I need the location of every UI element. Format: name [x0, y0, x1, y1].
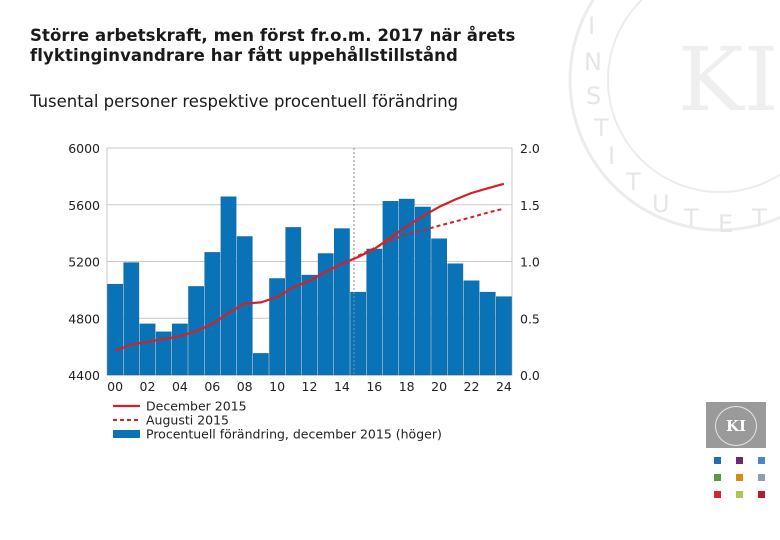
line-augusti-2015: [357, 207, 505, 257]
brand-square: [714, 457, 721, 464]
bar: [220, 196, 237, 376]
bar: [334, 228, 350, 376]
legend-label: Augusti 2015: [146, 413, 229, 428]
bar: [317, 253, 334, 376]
bar: [155, 331, 172, 376]
x-tick-label: 18: [399, 379, 415, 394]
x-tick-label: 16: [366, 379, 382, 394]
bar: [350, 291, 366, 376]
brand-square: [736, 491, 743, 498]
bar: [415, 206, 431, 376]
brand-square: [714, 491, 721, 498]
y-left-tick-label: 4800: [68, 311, 100, 326]
svg-text:T: T: [751, 204, 767, 232]
bar: [172, 323, 188, 376]
x-tick-label: 20: [431, 379, 447, 394]
legend-label: Procentuell förändring, december 2015 (h…: [146, 427, 442, 442]
svg-text:I: I: [588, 12, 595, 40]
bar: [285, 227, 302, 376]
bar: [431, 238, 447, 376]
bar: [236, 236, 253, 376]
chart-subtitle: Tusental personer respektive procentuell…: [30, 92, 459, 111]
ki-logo: KI: [706, 402, 766, 448]
bar: [139, 323, 156, 376]
svg-text:KI: KI: [678, 28, 779, 131]
bar: [398, 198, 415, 376]
x-tick-label: 14: [334, 379, 350, 394]
bar: [479, 291, 496, 376]
brand-square: [758, 457, 765, 464]
x-tick-label: 12: [302, 379, 318, 394]
y-right-tick-label: 1.5: [520, 198, 540, 213]
legend-swatch-bar: [113, 430, 140, 438]
x-tick-label: 02: [140, 379, 156, 394]
bar: [269, 278, 285, 376]
bar: [463, 280, 480, 376]
x-tick-label: 10: [269, 379, 285, 394]
brand-square: [736, 457, 743, 464]
y-right-tick-label: 0.0: [520, 368, 540, 383]
brand-square: [736, 474, 743, 481]
svg-text:S: S: [586, 82, 601, 110]
chart-title: Större arbetskraft, men först fr.o.m. 20…: [30, 26, 590, 66]
bar: [301, 274, 318, 376]
ki-logo-seal: KI: [715, 406, 757, 446]
title-line-1: Större arbetskraft, men först fr.o.m. 20…: [30, 26, 516, 45]
bar: [123, 262, 140, 376]
y-left-tick-label: 4400: [68, 368, 100, 383]
svg-text:T: T: [625, 168, 641, 196]
svg-text:T: T: [683, 204, 699, 232]
x-tick-label: 08: [237, 379, 253, 394]
x-tick-label: 06: [204, 379, 220, 394]
brand-square: [758, 474, 765, 481]
title-line-2: flyktinginvandrare har fått uppehållstil…: [30, 46, 458, 65]
brand-square: [714, 474, 721, 481]
y-left-tick-label: 5600: [68, 198, 100, 213]
svg-text:N: N: [584, 48, 602, 76]
line-december-2015: [114, 182, 505, 352]
bar: [107, 283, 123, 376]
svg-text:U: U: [652, 190, 670, 218]
bar: [366, 248, 383, 376]
x-tick-label: 00: [107, 379, 123, 394]
svg-text:I: I: [608, 142, 615, 170]
y-left-tick-label: 6000: [68, 141, 100, 156]
x-tick-label: 04: [172, 379, 188, 394]
y-left-tick-label: 5200: [68, 255, 100, 270]
ki-logo-text: KI: [725, 417, 747, 435]
bar: [382, 201, 399, 376]
bar: [253, 353, 269, 376]
y-right-tick-label: 2.0: [520, 141, 540, 156]
bar: [204, 252, 221, 376]
x-tick-label: 22: [464, 379, 480, 394]
brand-color-squares: [714, 457, 766, 503]
svg-text:T: T: [593, 114, 609, 142]
y-right-tick-label: 0.5: [520, 311, 540, 326]
x-tick-label: 24: [496, 379, 512, 394]
brand-square: [758, 491, 765, 498]
watermark-seal: KI I N S T I T U T E T: [568, 0, 780, 238]
y-right-tick-label: 1.0: [520, 255, 540, 270]
svg-text:E: E: [718, 210, 733, 238]
bar: [496, 296, 512, 376]
legend-label: December 2015: [146, 399, 247, 414]
bar: [447, 263, 464, 376]
